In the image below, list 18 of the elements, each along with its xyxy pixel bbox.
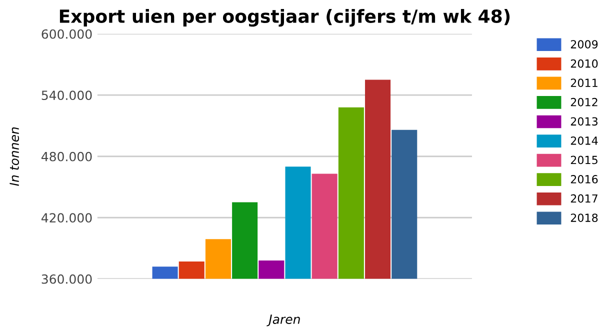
legend-label: 2013	[570, 117, 598, 126]
x-axis-title: Jaren	[266, 314, 300, 326]
legend-label: 2012	[570, 98, 598, 106]
legend-label: 2009	[570, 40, 598, 48]
y-tick-label: 420.000	[42, 213, 92, 223]
legend-label: 2016	[570, 175, 598, 184]
chart-title: Export uien per oogstjaar (cijfers t/m wk 48)	[60, 9, 510, 27]
y-tick-label: 600.000	[42, 29, 92, 39]
legend-label: 2010	[570, 59, 598, 68]
legend-label: 2015	[570, 156, 598, 164]
y-tick-label: 360.000	[42, 274, 92, 284]
y-tick-label: 540.000	[42, 90, 92, 100]
legend-label: 2011	[570, 78, 598, 88]
legend-label: 2014	[570, 136, 598, 145]
y-tick-label: 480.000	[42, 152, 92, 162]
y-axis-title: In tonnen	[10, 127, 20, 186]
legend-label: 2018	[570, 214, 598, 222]
legend-label: 2017	[570, 194, 598, 203]
